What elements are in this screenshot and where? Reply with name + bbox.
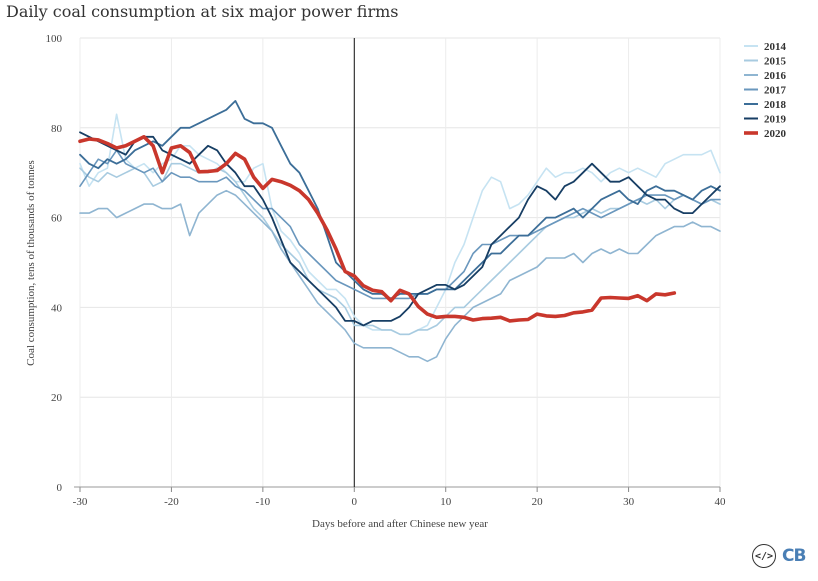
branding: </> CB (752, 544, 806, 568)
x-tick-label: 0 (352, 496, 358, 508)
x-axis-label: Days before and after Chinese new year (312, 518, 488, 530)
axes (74, 38, 721, 492)
y-tick-label: 0 (57, 482, 63, 494)
series-line-2015 (79, 162, 721, 336)
y-axis-label: Coal consumption, tens of thousands of t… (25, 160, 37, 366)
y-tick-label: 100 (46, 33, 63, 45)
chart-title: Daily coal consumption at six major powe… (6, 2, 399, 21)
legend-label-2016: 2016 (764, 70, 787, 82)
y-tick-label: 40 (51, 302, 63, 314)
code-embed-icon[interactable]: </> (752, 544, 776, 568)
x-tick-label: -10 (256, 496, 271, 508)
gridlines (79, 37, 721, 488)
legend-label-2017: 2017 (764, 85, 787, 97)
carbon-brief-logo: CB (782, 546, 806, 566)
legend: 2014 2015 2016 2017 2018 2019 2020 (744, 41, 787, 140)
series-lines (78, 100, 721, 363)
tick-labels: 0 20 40 60 80 100 -30 -20 -10 0 10 20 30 40 (46, 33, 727, 508)
y-tick-label: 80 (51, 123, 63, 135)
series-line-2016 (79, 189, 721, 363)
legend-label-2019: 2019 (764, 114, 787, 126)
y-tick-label: 60 (51, 213, 63, 225)
legend-label-2015: 2015 (764, 56, 787, 68)
x-tick-label: 40 (715, 496, 727, 508)
legend-label-2014: 2014 (764, 41, 787, 53)
legend-label-2018: 2018 (764, 99, 787, 111)
series-line-2017 (79, 149, 721, 300)
x-tick-label: 10 (440, 496, 452, 508)
series-line-2020 (78, 135, 677, 323)
series-line-2019 (79, 131, 721, 327)
series-line-2018 (79, 100, 721, 300)
x-tick-label: 20 (532, 496, 544, 508)
legend-label-2020: 2020 (764, 128, 787, 140)
x-tick-label: 30 (623, 496, 635, 508)
x-tick-label: -30 (73, 496, 88, 508)
y-tick-label: 20 (51, 392, 63, 404)
x-tick-label: -20 (164, 496, 179, 508)
